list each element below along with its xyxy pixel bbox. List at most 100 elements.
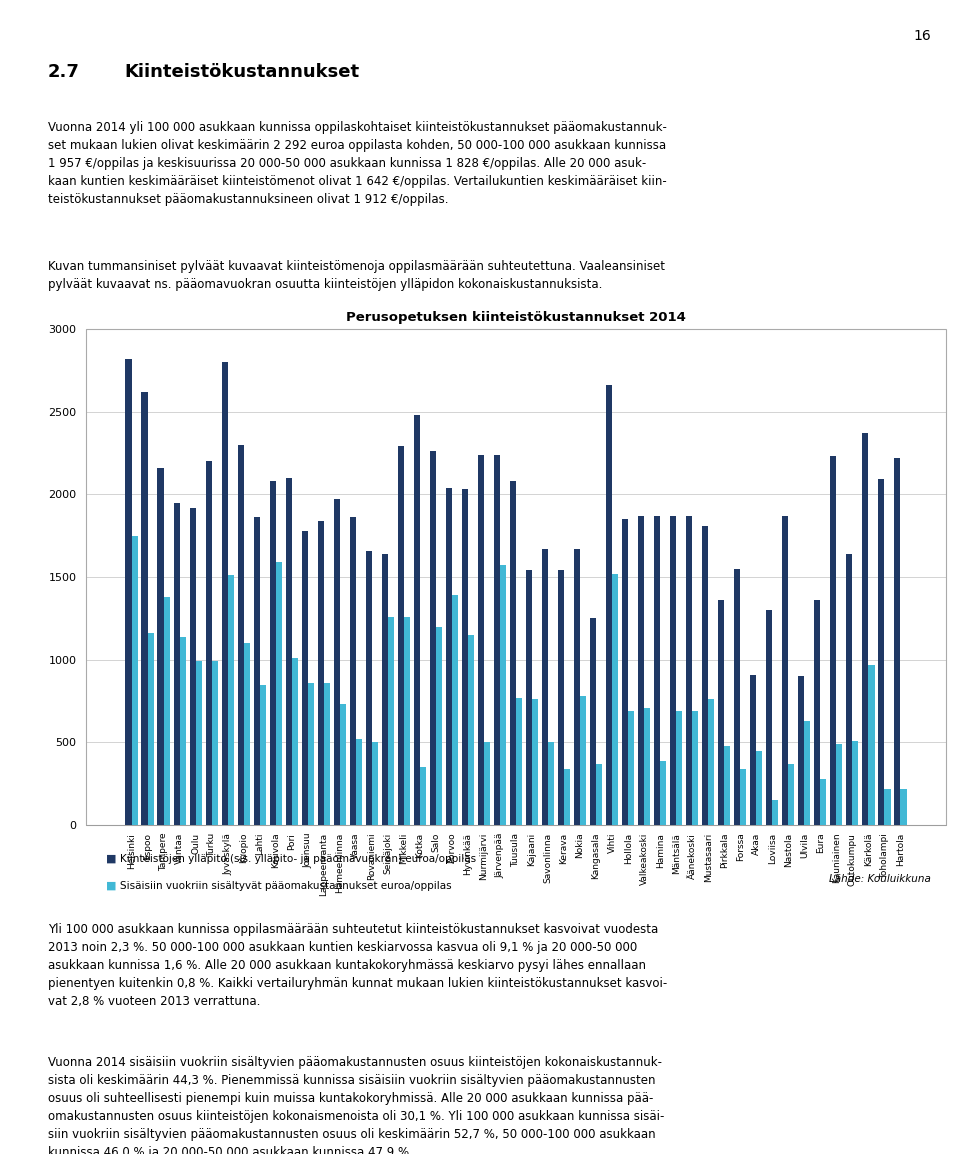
Bar — [708, 699, 714, 825]
Bar — [686, 516, 692, 825]
Bar — [638, 516, 644, 825]
Bar — [564, 769, 570, 825]
Text: Vuonna 2014 yli 100 000 asukkaan kunnissa oppilaskohtaiset kiinteistökustannukse: Vuonna 2014 yli 100 000 asukkaan kunniss… — [48, 121, 667, 207]
Bar — [644, 707, 650, 825]
Bar — [526, 570, 532, 825]
Bar — [414, 415, 420, 825]
Bar — [478, 455, 484, 825]
Bar — [869, 665, 875, 825]
Bar — [814, 600, 821, 825]
Bar — [404, 616, 410, 825]
Bar — [724, 745, 731, 825]
Bar — [847, 554, 852, 825]
Bar — [660, 760, 666, 825]
Bar — [862, 433, 869, 825]
Text: ■: ■ — [106, 854, 116, 864]
Bar — [734, 569, 740, 825]
Bar — [211, 661, 218, 825]
Bar — [468, 635, 474, 825]
Bar — [830, 456, 836, 825]
Bar — [228, 576, 233, 825]
Bar — [612, 574, 618, 825]
Bar — [500, 565, 506, 825]
Bar — [462, 489, 468, 825]
Text: Kuvan tummansiniset pylväät kuvaavat kiinteistömenoja oppilasmäärään suhteutettu: Kuvan tummansiniset pylväät kuvaavat kii… — [48, 260, 665, 291]
Bar — [558, 570, 564, 825]
Bar — [740, 769, 746, 825]
Bar — [148, 634, 154, 825]
Bar — [782, 516, 788, 825]
Bar — [532, 699, 539, 825]
Bar — [356, 739, 362, 825]
Bar — [788, 764, 795, 825]
Bar — [334, 500, 340, 825]
Bar — [445, 488, 452, 825]
Text: 2.7: 2.7 — [48, 63, 80, 82]
Text: Vuonna 2014 sisäisiin vuokriin sisältyvien pääomakustannusten osuus kiinteistöje: Vuonna 2014 sisäisiin vuokriin sisältyvi… — [48, 1056, 664, 1154]
Text: Yli 100 000 asukkaan kunnissa oppilasmäärään suhteutetut kiinteistökustannukset : Yli 100 000 asukkaan kunnissa oppilasmää… — [48, 923, 667, 1009]
Bar — [397, 447, 404, 825]
Bar — [132, 535, 137, 825]
Text: 16: 16 — [914, 29, 931, 43]
Bar — [318, 520, 324, 825]
Bar — [895, 458, 900, 825]
Bar — [804, 721, 810, 825]
Bar — [163, 597, 170, 825]
Bar — [253, 517, 260, 825]
Bar — [349, 517, 356, 825]
Bar — [388, 616, 394, 825]
Bar — [821, 779, 827, 825]
Text: Lähde: Kouluikkuna: Lähde: Kouluikkuna — [829, 874, 931, 884]
Bar — [654, 516, 660, 825]
Bar — [174, 503, 180, 825]
Bar — [542, 549, 548, 825]
Bar — [308, 683, 314, 825]
Text: Sisäisiin vuokriin sisältyvät pääomakustannukset euroa/oppilas: Sisäisiin vuokriin sisältyvät pääomakust… — [120, 881, 451, 891]
Bar — [548, 742, 554, 825]
Bar — [430, 451, 436, 825]
Bar — [237, 444, 244, 825]
Bar — [189, 508, 196, 825]
Bar — [276, 562, 282, 825]
Bar — [516, 698, 522, 825]
Bar — [900, 788, 906, 825]
Bar — [286, 478, 292, 825]
Title: Perusopetuksen kiinteistökustannukset 2014: Perusopetuksen kiinteistökustannukset 20… — [346, 310, 686, 323]
Bar — [157, 467, 163, 825]
Bar — [628, 711, 635, 825]
Bar — [622, 519, 628, 825]
Bar — [382, 554, 388, 825]
Bar — [606, 385, 612, 825]
Bar — [799, 676, 804, 825]
Text: Kiinteistöjen ylläpito (sis. ylläpito- ja pääomavuokran) euroa/oppilas: Kiinteistöjen ylläpito (sis. ylläpito- j… — [120, 854, 476, 864]
Bar — [852, 741, 858, 825]
Bar — [596, 764, 602, 825]
Bar — [718, 600, 724, 825]
Bar — [702, 526, 708, 825]
Bar — [141, 391, 148, 825]
Bar — [766, 610, 772, 825]
Bar — [196, 661, 202, 825]
Bar — [670, 516, 676, 825]
Bar — [260, 684, 266, 825]
Bar — [452, 595, 458, 825]
Bar — [436, 627, 442, 825]
Bar — [324, 683, 330, 825]
Bar — [580, 696, 587, 825]
Bar — [510, 481, 516, 825]
Bar — [493, 455, 500, 825]
Bar — [205, 462, 211, 825]
Bar — [86, 329, 946, 825]
Bar — [270, 481, 276, 825]
Bar — [484, 742, 490, 825]
Bar — [180, 637, 185, 825]
Bar — [126, 359, 132, 825]
Bar — [222, 362, 228, 825]
Bar — [750, 675, 756, 825]
Text: Kiinteistökustannukset: Kiinteistökustannukset — [125, 63, 360, 82]
Bar — [372, 742, 378, 825]
Text: ■: ■ — [106, 881, 116, 891]
Bar — [420, 767, 426, 825]
Bar — [676, 711, 683, 825]
Bar — [692, 711, 698, 825]
